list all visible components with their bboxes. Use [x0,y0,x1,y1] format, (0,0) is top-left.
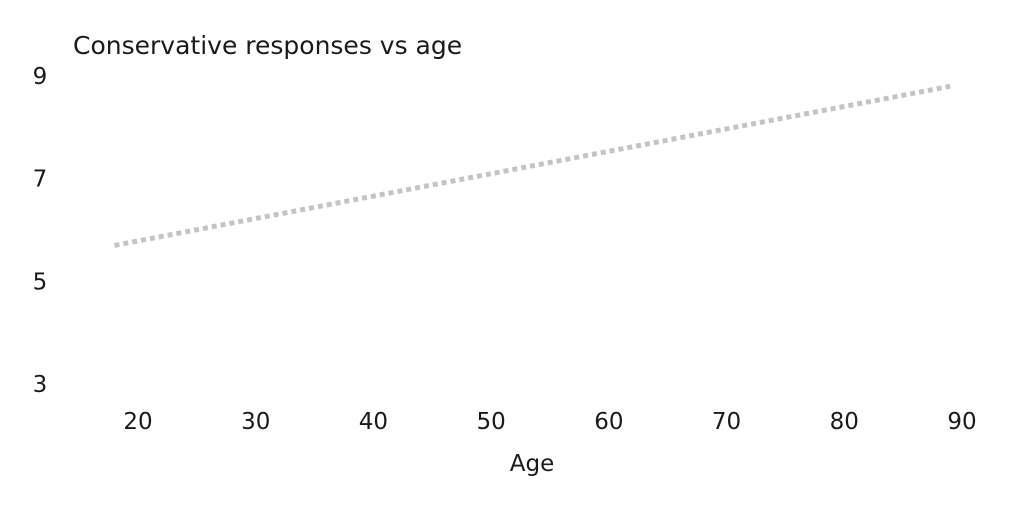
y-tick-label: 3 [33,372,48,398]
x-tick-label: 40 [359,409,388,435]
y-tick-label: 5 [33,269,48,295]
y-tick-label: 9 [33,64,48,90]
x-tick-label: 30 [241,409,270,435]
trend-line-0 [114,83,951,248]
x-tick-label: 80 [830,409,859,435]
x-tick-label: 50 [477,409,506,435]
x-tick-label: 70 [712,409,741,435]
x-axis-label: Age [510,451,554,477]
chart-title: Conservative responses vs age [73,31,462,60]
y-axis-ticks: 3 5 7 9 [33,64,48,398]
y-tick-label: 7 [33,167,48,193]
series-layer [114,83,951,248]
x-tick-label: 90 [947,409,976,435]
x-axis-ticks: 20 30 40 50 60 70 80 90 [123,409,976,435]
x-tick-label: 20 [123,409,152,435]
x-tick-label: 60 [594,409,623,435]
